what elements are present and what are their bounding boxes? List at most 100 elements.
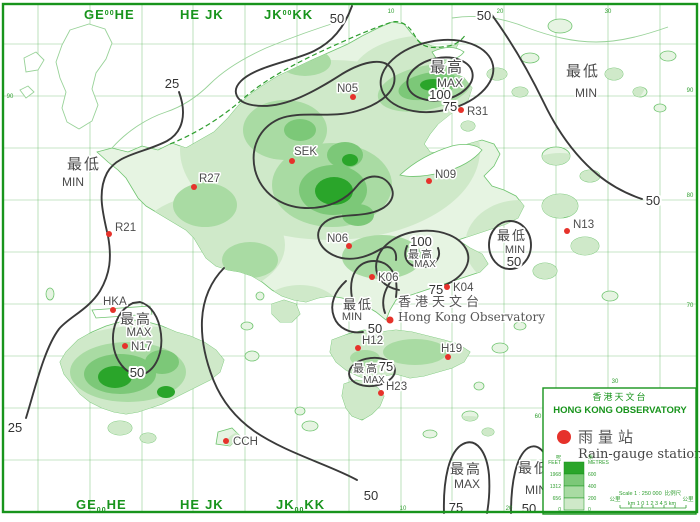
station-K06[interactable]: K06 [369,271,400,286]
edge-tick: 80 [687,193,694,199]
legend-org-en: HONG KONG OBSERVATORY [553,405,687,416]
contour-label: 50 [130,365,144,380]
max-label-en: MAX [414,259,436,270]
metres-header: METRES [588,460,610,466]
min-label-en: MIN [505,244,525,256]
station-K04[interactable]: K04 [444,281,476,296]
contour-50-south-line [200,267,358,481]
min-label-en: MIN [62,175,84,189]
station-label: R31 [467,106,488,118]
contour-label: 50 [368,321,382,336]
station-N09[interactable]: N09 [426,168,458,184]
station-label: K04 [453,282,474,294]
min-label-en: MIN [575,86,597,100]
station-label: N09 [435,169,456,181]
tolo-harbour-inlet [399,143,483,177]
edge-tick: 30 [612,379,619,385]
metres-zh-header: 米 [588,454,593,461]
contour-value-labels: 25 50 50 100 75 50 100 75 50 50 50 75 25… [6,6,662,518]
station-SEK[interactable]: SEK [289,145,319,164]
max-label-en: MAX [363,375,385,386]
station-label: R21 [115,222,136,234]
station-label: R27 [199,173,220,185]
contour-obs-min-right [382,280,392,314]
zone-label-bottom: HE JK [180,497,224,512]
km-zh-left: 公里 [609,496,621,503]
max-label-zh: 最高 [430,58,464,76]
contour-max-inner-oval-north [406,56,474,102]
edge-tick: 90 [7,94,14,100]
zone-label-top: JK00KK [264,7,313,22]
edge-tick: 70 [687,303,694,309]
contour-lamma-oval [348,356,396,388]
station-H12[interactable]: H12 [355,334,385,351]
contour-label: 100 [410,234,432,249]
contour-label: 25 [165,76,179,91]
feet-value: 0 [558,507,561,513]
observatory-label-en: Hong Kong Observatory [398,310,545,324]
edge-tick: 60 [535,414,542,420]
scale-zh: 比例尺 [665,489,682,497]
station-label: K06 [378,272,398,284]
metres-value: 600 [588,472,597,478]
boundary-dashed-line [169,21,467,145]
contour-label: 75 [429,282,443,297]
km-zh-right: 公里 [682,496,694,503]
contour-label: 75 [379,359,393,374]
edge-tick: 20 [497,9,504,15]
zone-label-bottom: GE00HE [76,497,127,514]
station-label: H19 [441,343,462,355]
station-H23[interactable]: H23 [378,380,409,396]
feet-header: FEET [548,460,561,466]
station-label: N05 [337,83,358,95]
metres-value: 400 [588,484,597,490]
station-label: CCH [233,436,258,448]
station-R27[interactable]: R27 [191,172,222,190]
contour-50-top-line [234,5,397,261]
feet-value: 1968 [550,472,561,478]
contour-label: 50 [364,488,378,503]
station-N13[interactable]: N13 [564,218,596,234]
contour-label: 50 [477,8,491,23]
metres-value: 0 [588,507,591,513]
scale-label: Scale 1 : 250 000 [619,491,662,497]
station-label: HKA [103,296,127,308]
contour-label: 50 [330,11,344,26]
isohyet-contours [25,5,643,514]
contour-label: 50 [507,254,521,269]
metres-value: 200 [588,496,597,502]
station-CCH[interactable]: CCH [223,435,259,450]
edge-tick: 30 [605,9,612,15]
max-label-en: MAX [437,76,463,90]
edge-tick: 20 [506,506,513,512]
elevation-swatch-200m [563,485,585,499]
elevation-swatch-0m [563,497,585,511]
max-label-zh: 最高 [120,311,152,328]
station-R21[interactable]: R21 [106,221,138,237]
rain-gauge-stations: N05 R31 SEK R27 N09 N13 R21 N06 K06 K04 … [102,82,596,450]
max-label-en: MAX [127,327,152,339]
station-label: N13 [573,219,594,231]
station-N17[interactable]: N17 [122,340,154,355]
map-frame [1,2,699,514]
station-N05[interactable]: N05 [336,82,360,100]
contour-bottom-max-arc [442,441,491,514]
station-HKA[interactable]: HKA [102,295,128,313]
station-R31[interactable]: R31 [458,105,490,120]
observatory-marker[interactable]: 香港天文台 Hong Kong Observatory [386,294,547,326]
contour-obs-min-left [331,280,364,334]
contour-max-outer-oval-north [379,39,495,113]
contour-hka-oval-right [132,301,163,374]
max-label-zh: 最高 [408,247,434,261]
legend-station-en: Rain-gauge station [578,447,700,462]
station-label: SEK [294,146,317,158]
min-label-en: MIN [525,483,547,497]
legend-station-zh: 雨量站 [578,428,638,446]
station-H19[interactable]: H19 [440,342,464,360]
grid-zone-labels: GE00HE HE JK JK00KK GE00HE HE JK JK00KK [76,7,324,514]
min-label-zh: 最低 [497,229,527,244]
station-N06[interactable]: N06 [326,232,352,249]
